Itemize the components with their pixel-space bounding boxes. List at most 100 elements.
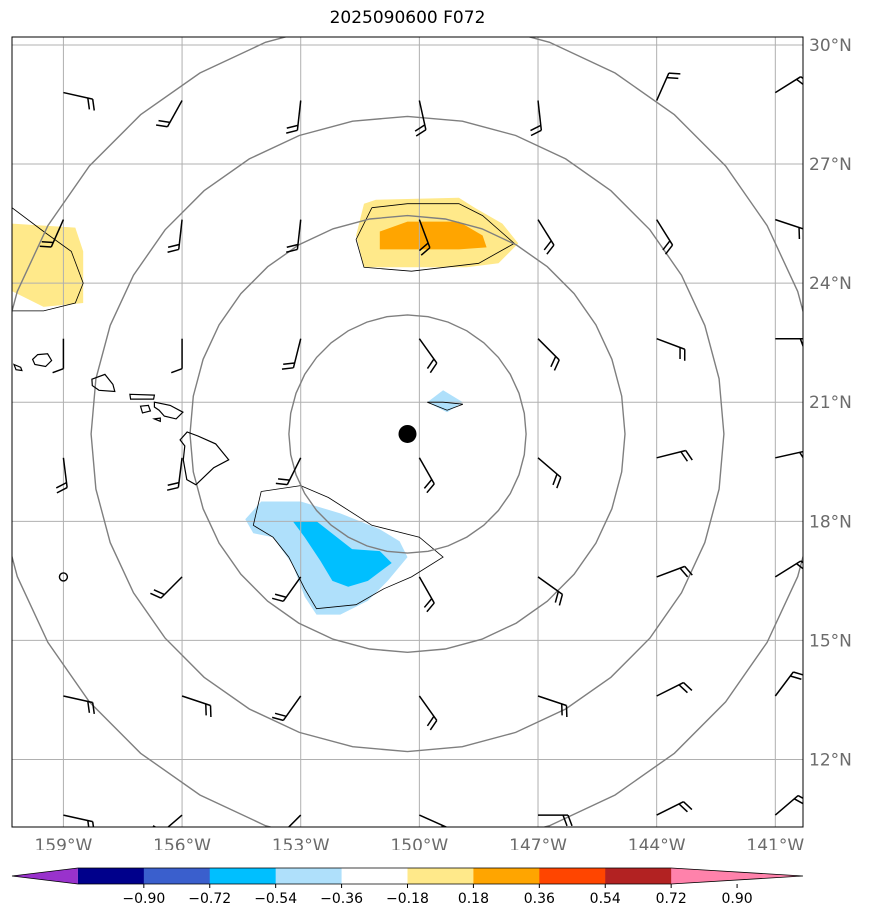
wind-barb-feather <box>797 794 803 800</box>
island-oahu <box>91 373 116 393</box>
wind-barb-feather <box>286 243 299 248</box>
wind-barb-shaft <box>656 801 684 816</box>
wind-barb-feather <box>682 801 693 811</box>
wind-barb-feather <box>41 240 54 244</box>
contour-line <box>252 485 444 610</box>
wind-barb-shaft <box>656 681 684 697</box>
colorbar-segment <box>539 868 606 884</box>
wind-barb-feather <box>664 244 674 255</box>
map-plot: 159°W 156°W 153°W 150°W 147°W 144°W 141°W 30°N… <box>11 36 852 850</box>
wind-barb-feather <box>678 684 688 694</box>
island-maui <box>153 401 184 420</box>
wind-barb-feather <box>685 450 693 461</box>
contour-line <box>355 203 515 272</box>
wind-barb-shaft <box>63 91 93 100</box>
wind-barb-shaft <box>537 457 562 478</box>
wind-barb-feather <box>680 451 689 462</box>
wind-barb-feather <box>91 821 95 827</box>
island-niihau <box>12 363 23 372</box>
colorbar-tick-label: −0.18 <box>386 891 429 907</box>
wind-barb-feather <box>805 451 811 461</box>
wind-barb-feather <box>426 483 435 494</box>
wind-barb-shaft <box>177 457 183 488</box>
colorbar-tick-label: −0.72 <box>188 891 231 907</box>
shaded-area-negative-light <box>427 390 463 413</box>
range-ring <box>189 214 626 654</box>
wind-barb-feather <box>271 597 284 603</box>
colorbar: −0.90 −0.72 −0.54 −0.36 −0.18 0.18 0.36 0.54 0.7… <box>11 867 804 907</box>
range-ring <box>288 314 527 554</box>
wind-barb-feather <box>281 367 294 370</box>
wind-barb-feather <box>149 829 159 835</box>
wind-barb-feather <box>562 814 568 827</box>
map-frame <box>11 36 804 828</box>
wind-barb-feather <box>274 712 287 718</box>
wind-barb-feather <box>530 124 542 132</box>
island-kauai <box>31 353 53 368</box>
wind-barb-feather <box>167 243 180 248</box>
wind-barb-feather <box>567 814 573 827</box>
wind-barb-feather <box>666 76 679 80</box>
wind-barb-feather <box>546 244 555 255</box>
colorbar-segment <box>275 868 343 884</box>
island-molokai <box>129 393 156 400</box>
latitude-label: 24°N <box>809 274 852 294</box>
wind-barb-feather <box>286 248 298 253</box>
wind-barb-feather <box>799 338 803 349</box>
wind-barb-feather <box>166 486 179 491</box>
wind-barbs <box>39 72 811 835</box>
wind-barb-feather <box>426 358 435 370</box>
colorbar-segment <box>473 868 540 884</box>
colorbar-tick-label: −0.90 <box>122 891 165 907</box>
wind-barb-feather <box>273 828 283 833</box>
wind-barb-feather <box>679 567 689 578</box>
wind-barb-feather <box>155 124 168 128</box>
latitude-labels: 30°N 27°N 24°N 21°N 18°N 15°N 12°N <box>809 36 852 771</box>
wind-barb-shaft <box>418 457 435 485</box>
colorbar-segment <box>77 868 145 884</box>
wind-barb-feather <box>800 560 803 564</box>
island-lanai <box>139 404 152 414</box>
shaded-area-positive-light <box>12 223 84 307</box>
colorbar-ticks: −0.90 −0.72 −0.54 −0.36 −0.18 0.18 0.36 0.54 0.7… <box>122 884 753 907</box>
wind-barb-feather <box>423 598 433 608</box>
wind-barb-feather <box>543 240 552 251</box>
wind-barb-feather <box>283 362 295 365</box>
longitude-label: 141°W <box>746 836 804 850</box>
wind-barb-feather <box>286 124 299 129</box>
wind-barb-feather <box>167 481 180 486</box>
range-rings <box>12 37 803 827</box>
wind-barb-feather <box>805 339 809 350</box>
island-big-island <box>179 431 230 486</box>
latitude-label: 15°N <box>809 631 852 651</box>
wind-barb-feather <box>553 359 560 371</box>
colorbar-segment <box>341 868 408 884</box>
wind-barb-feather <box>158 119 171 124</box>
wind-barb-feather <box>87 97 91 110</box>
colorbar-tick-label: 0.90 <box>721 891 752 907</box>
wind-barb-shaft <box>287 814 302 827</box>
wind-barb-feather <box>286 129 298 134</box>
wind-barb-feather <box>56 486 68 494</box>
longitude-label: 156°W <box>153 836 211 850</box>
wind-barb-feather <box>171 368 183 374</box>
wind-barb-feather <box>682 682 693 691</box>
wind-barb-feather <box>429 719 438 731</box>
calm-wind-marker <box>58 572 69 582</box>
wind-barb-feather <box>39 245 52 248</box>
wind-barb-feather <box>558 594 564 606</box>
contour-line <box>12 207 84 312</box>
longitude-label: 150°W <box>390 836 448 850</box>
wind-barb-feather <box>274 593 287 598</box>
wind-barb-shaft <box>418 576 435 604</box>
wind-barb-feather <box>552 473 558 486</box>
latitude-label: 30°N <box>809 36 852 56</box>
island-kahoolawe <box>152 417 161 423</box>
colorbar-tick-label: −0.54 <box>254 891 297 907</box>
wind-barb-feather <box>420 247 431 256</box>
storm-center-group <box>398 424 417 443</box>
wind-barb-feather <box>423 479 433 489</box>
wind-barb-feather <box>554 591 560 603</box>
contour-lines <box>12 203 515 610</box>
wind-barb-feather <box>678 803 688 813</box>
